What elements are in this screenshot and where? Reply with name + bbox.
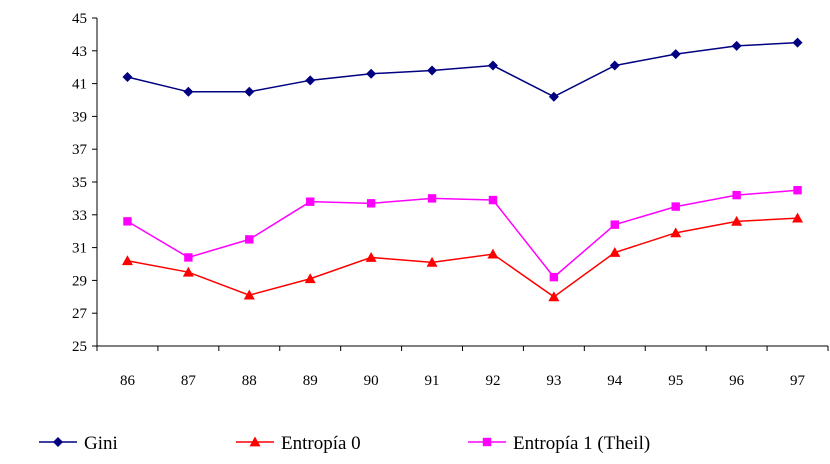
data-point (609, 60, 620, 71)
data-point (548, 291, 560, 302)
data-point (123, 217, 132, 226)
data-point (732, 190, 741, 200)
legend-item-entrop-a-1-theil: Entropía 1 (Theil) (468, 433, 650, 454)
legend-item-gini: Gini (39, 433, 118, 454)
x-tick-label: 86 (120, 373, 136, 389)
data-point (488, 195, 498, 205)
data-point (184, 253, 193, 262)
data-point (610, 220, 619, 229)
data-point (426, 256, 438, 267)
y-tick-label: 39 (72, 109, 87, 125)
y-tick-label: 33 (72, 208, 87, 224)
y-tick-label: 37 (72, 142, 88, 158)
data-point (304, 273, 316, 284)
x-tick-label: 94 (607, 373, 623, 389)
series-line (127, 41, 798, 98)
y-tick-label: 27 (72, 306, 88, 322)
series-line (127, 217, 798, 298)
x-tick-label: 93 (546, 373, 561, 389)
x-tick-label: 97 (790, 373, 806, 389)
data-point (243, 289, 255, 300)
data-point (793, 186, 802, 195)
x-tick-label: 88 (242, 373, 257, 389)
data-point (427, 194, 437, 203)
data-point (366, 199, 376, 208)
data-point (731, 40, 742, 51)
x-tick-label: 95 (668, 373, 683, 389)
y-tick-label: 25 (72, 339, 87, 355)
x-tick-label: 87 (181, 373, 197, 389)
series-layer (121, 37, 804, 302)
y-tick-label: 29 (72, 273, 87, 289)
data-point (670, 227, 682, 238)
data-point (121, 255, 133, 266)
x-tick-label: 96 (729, 373, 745, 389)
series-line (127, 189, 798, 279)
data-point (792, 212, 804, 223)
data-point (182, 266, 194, 277)
axes: 25 27 29 31 33 35 37 39 41 43 45 86 87 88 89 90 91 92 93 94… (72, 11, 829, 389)
y-tick-label: 41 (72, 77, 87, 93)
data-point (671, 202, 680, 211)
data-point (366, 68, 377, 79)
data-point (548, 91, 559, 102)
data-point (183, 86, 194, 97)
data-point (427, 65, 438, 76)
x-tick-label: 92 (485, 373, 500, 389)
x-tick-label: 89 (303, 373, 318, 389)
legend: Gini Entropía 0 Entropía 1 (Theil) (39, 433, 650, 454)
data-point (365, 251, 377, 262)
data-point (670, 49, 681, 60)
y-tick-label: 43 (72, 44, 87, 60)
legend-item-entrop-a-0: Entropía 0 (236, 433, 361, 454)
data-point (731, 215, 743, 226)
x-tick-label: 91 (425, 373, 440, 389)
legend-marker (482, 437, 492, 447)
y-tick-label: 45 (72, 11, 87, 27)
x-tick-label: 90 (364, 373, 379, 389)
legend-label: Entropía 1 (Theil) (513, 433, 650, 454)
legend-label: Entropía 0 (281, 433, 361, 454)
legend-label: Gini (84, 433, 118, 454)
data-point (487, 60, 498, 71)
legend-marker (249, 436, 261, 447)
data-point (487, 248, 499, 259)
data-point (792, 37, 803, 48)
data-point (305, 75, 316, 86)
series-entrop-a-0 (121, 212, 804, 302)
data-point (549, 272, 559, 282)
y-tick-label: 35 (72, 175, 87, 191)
data-point (244, 86, 255, 97)
data-point (122, 72, 133, 83)
data-point (245, 235, 254, 244)
data-point (306, 197, 315, 206)
series-entrop-a-1-theil (123, 186, 802, 282)
legend-marker (53, 437, 63, 447)
data-point (609, 247, 621, 257)
series-gini (122, 37, 803, 102)
y-tick-label: 31 (72, 241, 87, 257)
